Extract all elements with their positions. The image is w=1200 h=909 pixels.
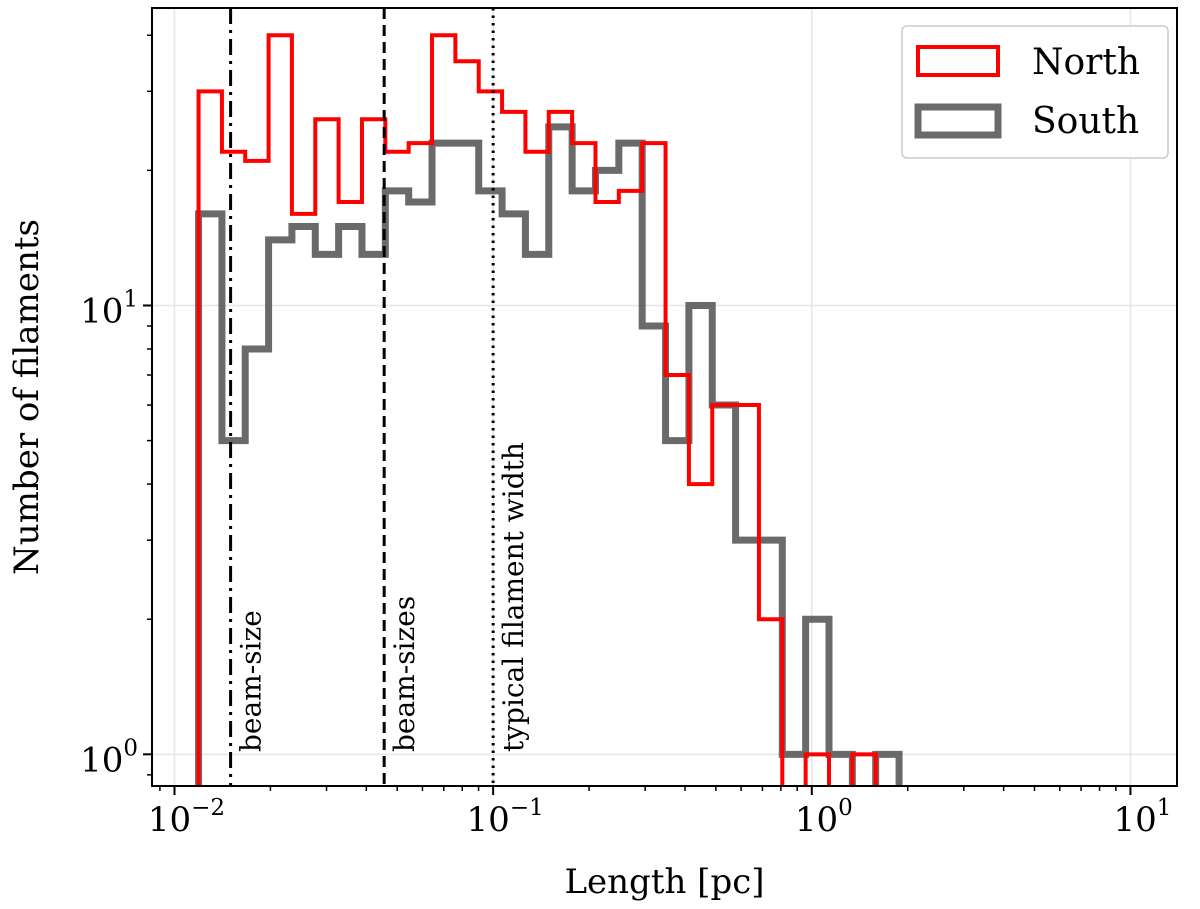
x-tick-label-exponent: −2 xyxy=(191,795,225,821)
x-tick-label-exponent: 0 xyxy=(838,795,853,821)
y-tick-label-exponent: 1 xyxy=(123,286,138,312)
vline-label-2: typical filament width xyxy=(497,442,530,752)
x-tick-label-base: 10 xyxy=(1113,800,1156,840)
plot-frame xyxy=(151,7,1178,787)
y-tick-label-base: 10 xyxy=(80,740,123,780)
legend-label-south: South xyxy=(1032,101,1139,142)
vline-label-0: beam-size xyxy=(235,610,268,752)
histogram-series-south xyxy=(195,123,903,786)
x-tick-label: 101 xyxy=(1113,795,1171,840)
y-axis-label: Number of filaments xyxy=(7,219,47,575)
y-tick-label-base: 10 xyxy=(80,291,123,331)
x-axis-label: Length [pc] xyxy=(564,862,764,902)
vline-label-1: beam-sizes xyxy=(388,596,421,752)
x-tick-label-base: 10 xyxy=(795,800,838,840)
legend-box xyxy=(901,25,1169,159)
y-tick-label: 100 xyxy=(80,735,138,780)
legend-swatch-north xyxy=(916,45,1000,77)
x-tick-label-exponent: −1 xyxy=(510,795,544,821)
x-tick-label: 10−2 xyxy=(148,795,225,840)
x-tick-label: 10−1 xyxy=(467,795,544,840)
x-tick-label-exponent: 1 xyxy=(1157,795,1172,821)
legend-label-north: North xyxy=(1032,42,1140,83)
legend-swatch-south xyxy=(914,103,1002,139)
reference-lines: beam-size beam-sizes typical filament widt… xyxy=(229,8,530,786)
x-tick-label-base: 10 xyxy=(148,800,191,840)
y-tick-label-exponent: 0 xyxy=(123,735,138,761)
series-layer xyxy=(195,33,903,786)
y-tick-label: 101 xyxy=(80,286,138,331)
x-tick-label-base: 10 xyxy=(467,800,510,840)
legend: North South xyxy=(901,25,1169,159)
histogram-series-north xyxy=(196,33,878,786)
x-tick-label: 100 xyxy=(795,795,853,840)
